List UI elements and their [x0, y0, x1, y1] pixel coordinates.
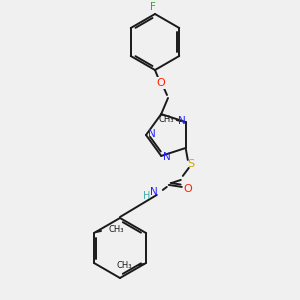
Text: CH₃: CH₃: [116, 262, 132, 271]
Text: O: O: [183, 184, 192, 194]
Text: CH₃: CH₃: [158, 115, 173, 124]
Text: O: O: [157, 78, 165, 88]
Text: N: N: [178, 116, 186, 126]
Text: N: N: [148, 129, 156, 139]
Text: S: S: [187, 159, 194, 169]
Text: CH₃: CH₃: [108, 226, 124, 235]
Text: N: N: [163, 152, 171, 162]
Text: N: N: [150, 187, 158, 197]
Text: F: F: [150, 2, 156, 12]
Text: H: H: [143, 191, 151, 201]
